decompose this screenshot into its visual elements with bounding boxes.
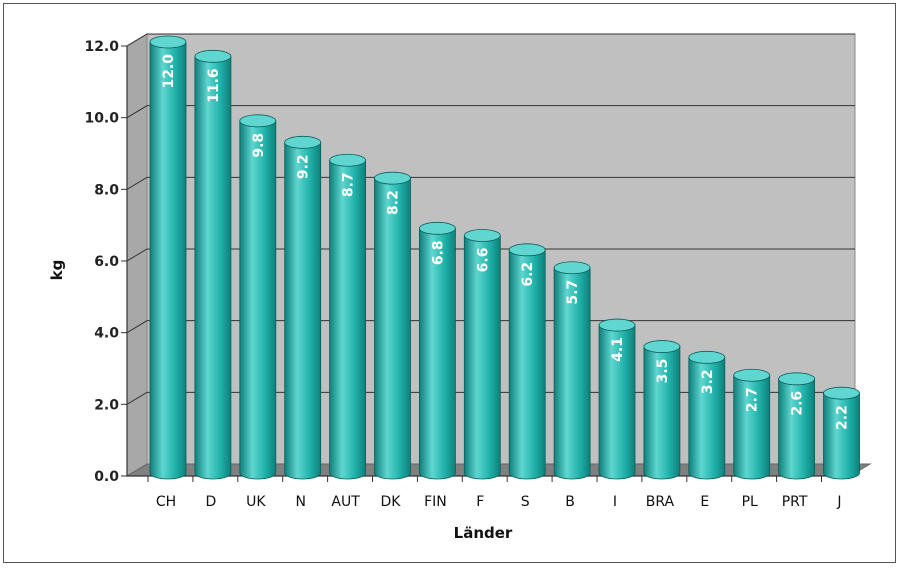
x-tick-label: AUT: [331, 494, 360, 510]
y-tick-label: 6.0: [94, 254, 119, 270]
x-tick-label: CH: [156, 494, 176, 510]
x-tick-label: D: [206, 494, 217, 510]
bar-top: [823, 386, 860, 400]
bar: 9.2: [284, 135, 322, 480]
bar: 5.7: [553, 261, 591, 480]
bar-value-label: 9.2: [296, 154, 312, 179]
gridline: [126, 176, 855, 190]
bar-value-label: 6.6: [475, 248, 491, 273]
bar: 2.7: [733, 368, 771, 480]
bar-body: [733, 374, 771, 480]
bar-body: [508, 249, 546, 480]
bar-top: [508, 243, 546, 257]
bar: 12.0: [149, 35, 187, 480]
bar: 8.7: [329, 153, 367, 480]
y-tick-label: 2.0: [94, 397, 119, 413]
x-tick-label: N: [295, 494, 305, 510]
x-tick-label: B: [565, 494, 575, 510]
bar-top: [194, 49, 232, 63]
bar-body: [778, 378, 815, 480]
bar: 9.8: [239, 114, 277, 480]
bar-body: [553, 267, 591, 480]
bar: 6.2: [508, 243, 546, 480]
bar-top: [149, 35, 187, 49]
bar-value-label: 6.8: [430, 240, 446, 265]
y-tick-label: 4.0: [94, 326, 119, 342]
bar-body: [194, 55, 232, 480]
bar-body: [688, 356, 726, 480]
bar-body: [284, 141, 322, 480]
x-tick-label: E: [700, 494, 709, 510]
bar: 2.2: [823, 386, 860, 480]
bar-value-label: 4.1: [610, 337, 626, 362]
bar-value-label: 12.0: [161, 54, 177, 89]
x-tick-label: PRT: [782, 494, 808, 510]
bar-top: [329, 153, 367, 167]
bar-value-label: 2.2: [835, 405, 851, 430]
bar-body: [643, 346, 681, 480]
bar: 6.8: [418, 221, 456, 480]
bar-value-label: 5.7: [565, 280, 581, 305]
bar-top: [239, 114, 277, 128]
bar-top: [688, 350, 726, 364]
bar-top: [643, 340, 681, 353]
bar-body: [598, 324, 636, 480]
bar-body: [149, 41, 187, 480]
bar-top: [598, 318, 636, 332]
x-tick-label: UK: [246, 494, 266, 510]
bar-value-label: 3.5: [655, 359, 671, 384]
bar-value-label: 8.2: [386, 190, 402, 215]
bar-top: [733, 368, 771, 382]
y-tick-label: 0.0: [94, 469, 119, 485]
x-axis-label: Länder: [454, 524, 513, 542]
bar-top: [284, 135, 322, 149]
bar-value-label: 9.8: [251, 133, 267, 158]
y-tick-label: 8.0: [94, 182, 119, 198]
bar-body: [239, 120, 277, 480]
y-axis-label: kg: [48, 260, 66, 281]
bars: 12.0 11.6 9.8 9.2 8.7 8.2 6.8 6.6 6.2 5.7 4.1 3.5 3.…: [149, 35, 860, 480]
bar: 3.2: [688, 350, 726, 480]
y-tick-labels: 0.0 2.0 4.0 6.0 8.0 10.0 12.0: [84, 39, 119, 485]
bar-value-label: 8.7: [341, 172, 357, 197]
gridline: [126, 248, 855, 262]
bar: 6.6: [463, 229, 501, 480]
y-tick-label: 12.0: [84, 39, 119, 55]
bar-top: [418, 221, 456, 235]
bar-body: [329, 159, 366, 480]
bar-body: [419, 227, 456, 480]
bar-top: [553, 261, 591, 275]
x-tick-label: F: [476, 494, 484, 510]
bar: 8.2: [374, 171, 411, 480]
x-tick-label: BRA: [646, 494, 675, 510]
bar-value-label: 11.6: [206, 68, 222, 103]
bar-value-label: 6.2: [520, 262, 536, 287]
x-tick-label: I: [613, 494, 617, 510]
x-tick-label: DK: [381, 494, 402, 510]
x-tick-label: FIN: [424, 494, 447, 510]
bar-body: [374, 177, 411, 480]
bar: 11.6: [194, 49, 232, 480]
x-tick-labels: CH D UK N AUT DK FIN F S B I BRA E PL PRT J: [156, 494, 842, 510]
x-tick-label: S: [521, 494, 530, 510]
bar-top: [463, 229, 501, 242]
gridline: [126, 105, 855, 119]
gridline: [126, 33, 855, 47]
bar-top: [374, 171, 411, 185]
bar-top: [778, 372, 815, 386]
y-tick-label: 10.0: [84, 111, 119, 127]
bar-body: [823, 392, 860, 480]
bar-body: [463, 235, 501, 480]
x-tick-label: J: [836, 494, 841, 510]
bar: 3.5: [643, 340, 681, 480]
bar: 4.1: [598, 318, 636, 480]
bar-value-label: 2.7: [745, 387, 761, 412]
bar-value-label: 2.6: [790, 391, 806, 416]
bar-value-label: 3.2: [700, 369, 716, 394]
x-tick-label: PL: [742, 494, 758, 510]
bar: 2.6: [778, 372, 815, 480]
